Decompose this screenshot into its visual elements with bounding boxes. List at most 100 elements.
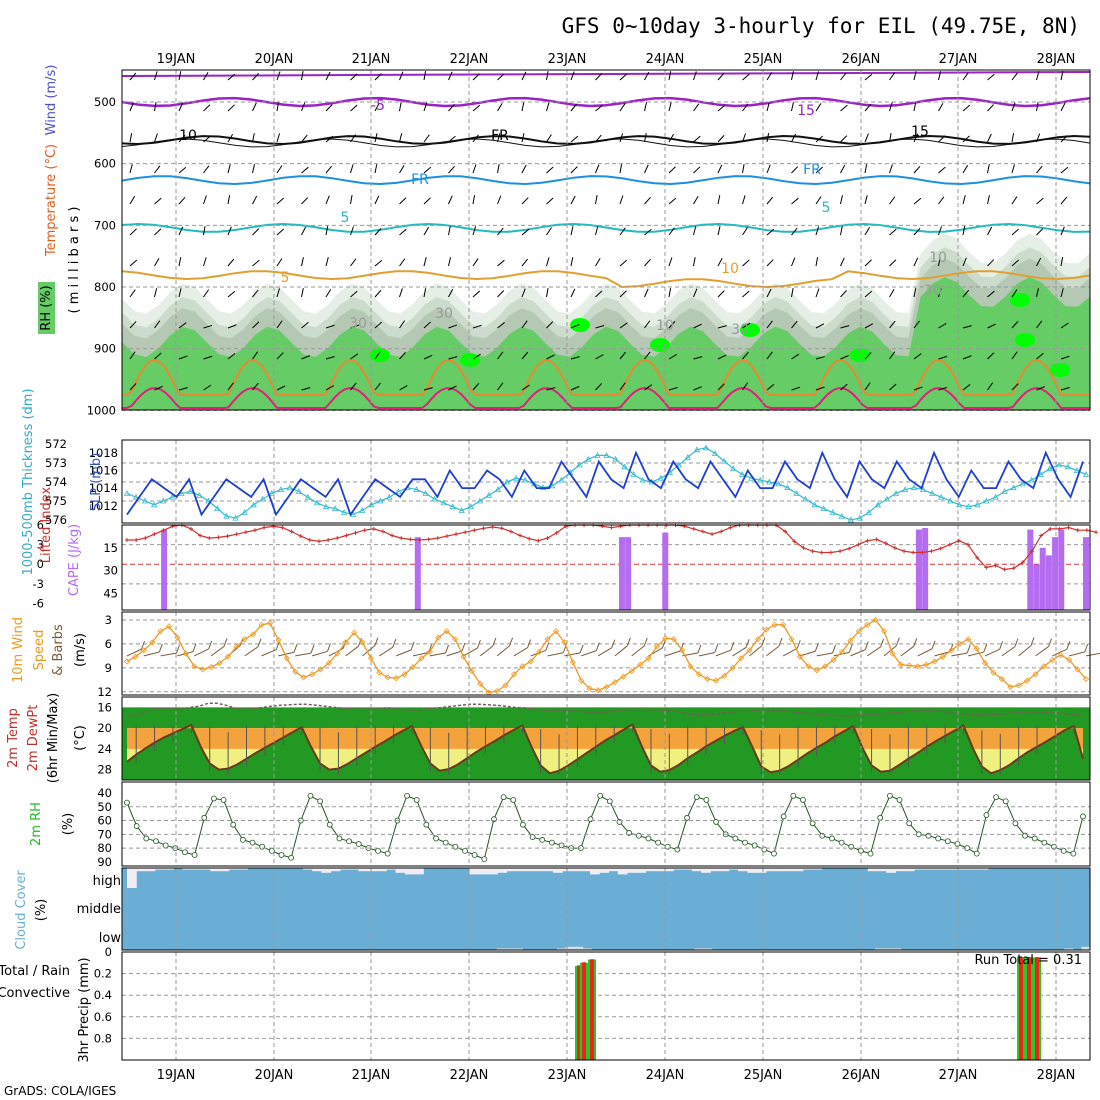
lifted-index-line — [127, 524, 1097, 571]
wind-barb — [227, 258, 235, 267]
wind-barb — [864, 323, 874, 329]
wind-barb — [227, 382, 234, 391]
wind-barb — [693, 257, 696, 267]
top-date-label: 25JAN — [744, 52, 783, 67]
bottom-date-label: 22JAN — [450, 1068, 489, 1083]
wind-barb — [913, 257, 919, 267]
lifted-index-marker — [143, 536, 148, 541]
temp-axis-unit: (°C) — [73, 725, 88, 751]
temp-tick: 20 — [97, 721, 112, 735]
wind-barb — [129, 133, 133, 143]
bottom-date-label: 23JAN — [548, 1068, 587, 1083]
wind-barb — [154, 133, 158, 143]
wind-barb — [644, 102, 648, 112]
wind-speed-marker — [914, 663, 921, 670]
wind-barb — [962, 257, 967, 267]
wind-barb — [987, 259, 995, 267]
dewpt-line — [126, 702, 1084, 717]
wind-barb — [766, 196, 774, 205]
wind-speed-marker — [822, 663, 829, 670]
cloud-high-bar — [349, 868, 359, 870]
wind-barb-10m — [850, 649, 866, 657]
wind-barb — [1036, 133, 1041, 143]
wind-barb — [938, 135, 946, 143]
wind-speed-marker — [931, 658, 938, 665]
cloud-high-bar — [219, 868, 230, 872]
wind-barb — [276, 320, 283, 329]
lifted-index-marker — [380, 529, 385, 534]
wind-barb — [448, 356, 458, 360]
wind-speed-marker — [721, 672, 728, 679]
wind-barb — [668, 354, 678, 360]
thickness-marker — [766, 478, 773, 485]
wind-barb — [766, 72, 773, 81]
wind-speed-marker — [906, 662, 913, 669]
lifted-index-marker — [792, 539, 797, 544]
thickness-marker — [711, 450, 719, 456]
wind-barb — [570, 195, 576, 205]
thickness-marker — [277, 486, 284, 492]
lifted-index-marker — [188, 526, 193, 531]
wind-barb — [178, 355, 188, 360]
wind-barb — [864, 382, 871, 391]
wind-barb-flag — [661, 639, 666, 649]
wind-barb — [742, 322, 751, 329]
wind-barb — [178, 102, 184, 112]
wind-barb — [521, 384, 530, 391]
wind-barb — [227, 195, 231, 205]
rh-marker — [1031, 835, 1038, 842]
wind-barb-flag — [509, 637, 514, 646]
wind-barb — [815, 71, 819, 81]
wind-speed-marker — [1066, 656, 1073, 663]
wind-barb — [203, 289, 210, 298]
rh-marker — [278, 852, 285, 858]
wind-barb-flag — [1030, 637, 1035, 646]
wind-barb — [595, 164, 600, 174]
wind-barb-flag — [931, 640, 936, 649]
wind-barb — [766, 383, 775, 391]
wind-speed-marker — [923, 661, 930, 668]
rh-band — [122, 277, 1090, 410]
precip-conv-bar — [1019, 957, 1023, 1060]
wind-speed-marker — [872, 616, 879, 624]
wind-barb — [472, 104, 481, 112]
wind-speed-marker — [536, 648, 543, 655]
wind-barb-10m — [244, 646, 259, 657]
wind-speed-marker — [603, 683, 610, 691]
wind-barb — [1011, 320, 1019, 329]
cloud-high-bar — [182, 868, 193, 870]
cloud-high-bar — [145, 868, 156, 872]
rh-marker — [462, 847, 468, 854]
wind-barb — [350, 324, 360, 329]
thickness-marker — [322, 503, 330, 510]
wind-barb — [840, 354, 849, 360]
thickness-marker — [1010, 484, 1017, 491]
wind-barb — [693, 166, 701, 174]
cloud-high-bar — [608, 868, 619, 872]
wind-speed-marker — [258, 621, 265, 628]
wind-barb — [962, 165, 969, 174]
bottom-date-label: 26JAN — [842, 1068, 881, 1083]
wind-barb — [864, 103, 872, 112]
wind-barb-10m — [345, 645, 359, 657]
wind-barb — [546, 354, 555, 360]
y-tick-label: 500 — [94, 95, 116, 109]
wind-barb — [570, 226, 574, 236]
wind-speed-marker — [796, 653, 804, 660]
wind-speed-marker — [1015, 682, 1022, 689]
wind-barb-10m — [210, 646, 225, 657]
wind-barb-flag — [913, 638, 918, 647]
wind-barb-10m — [883, 645, 897, 657]
thickness-marker — [974, 501, 981, 508]
precip-legend-conv: Convective — [0, 986, 70, 1001]
wind-barb — [154, 197, 162, 205]
bottom-date-label: 19JAN — [157, 1068, 196, 1083]
wind-barb-flag — [814, 643, 819, 652]
lifted-index-marker — [362, 528, 367, 533]
lifted-frame — [121, 524, 1091, 611]
wind-barb — [1011, 72, 1018, 81]
wind-barb — [374, 259, 383, 267]
wind-barb — [472, 164, 477, 174]
wind-barb — [938, 322, 947, 329]
cloud-high-bar — [627, 868, 637, 873]
